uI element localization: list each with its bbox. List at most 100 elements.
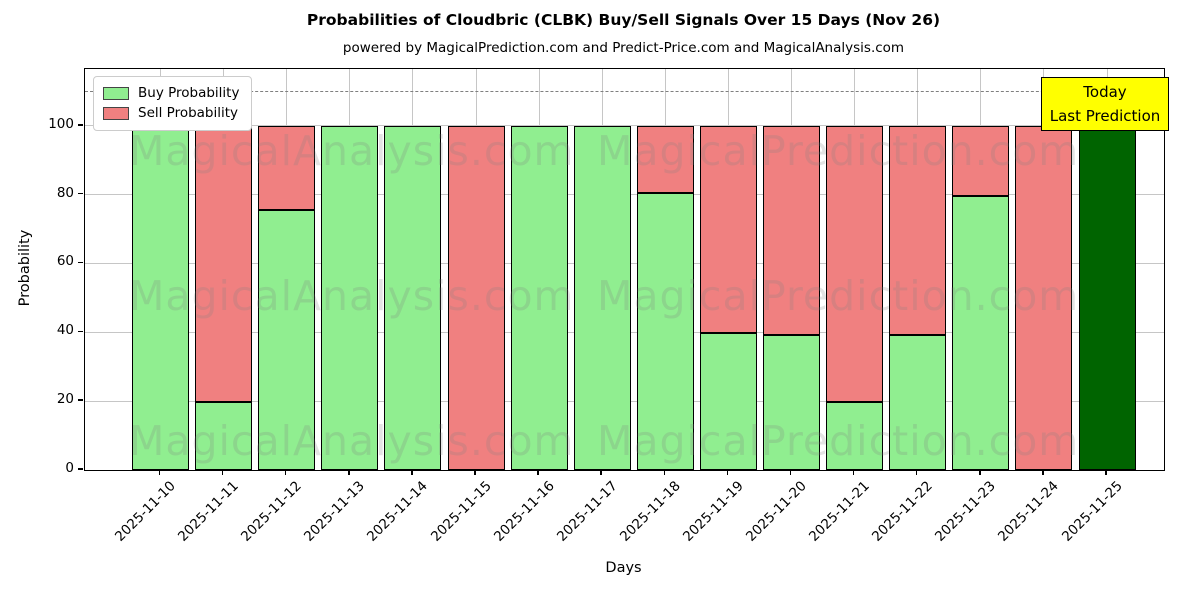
sell-segment bbox=[258, 125, 316, 210]
buy-segment bbox=[952, 196, 1010, 470]
buy-segment bbox=[636, 193, 694, 470]
bar-2025-11-24 bbox=[1015, 69, 1073, 470]
x-tick-mark bbox=[1042, 470, 1044, 475]
buy-segment bbox=[573, 125, 631, 470]
x-tick-mark bbox=[1105, 470, 1107, 475]
y-tick-label: 20 bbox=[56, 391, 74, 408]
buy-segment bbox=[510, 125, 568, 470]
bar-2025-11-21 bbox=[826, 69, 884, 470]
legend-label-sell: Sell Probability bbox=[138, 104, 239, 121]
x-tick-label: 2025-11-22 bbox=[869, 478, 937, 545]
x-tick-label: 2025-11-23 bbox=[932, 478, 1000, 545]
x-tick-mark bbox=[789, 470, 792, 475]
y-tick-mark bbox=[78, 468, 83, 470]
x-tick-label: 2025-11-19 bbox=[679, 478, 747, 545]
x-tick-mark bbox=[348, 470, 350, 475]
x-tick-mark bbox=[915, 470, 918, 475]
dashed-threshold-line bbox=[85, 91, 1164, 93]
bar-2025-11-23 bbox=[952, 69, 1010, 470]
watermark-text: MagicalPrediction.com bbox=[597, 127, 1080, 175]
buy-segment bbox=[321, 125, 379, 470]
x-tick-mark bbox=[411, 470, 413, 475]
x-tick-label: 2025-11-24 bbox=[995, 478, 1063, 545]
x-tick-mark bbox=[979, 470, 981, 475]
y-tick-label: 100 bbox=[48, 115, 74, 132]
y-tick-label: 40 bbox=[56, 322, 74, 339]
x-tick-mark bbox=[852, 470, 855, 475]
x-tick-label: 2025-11-11 bbox=[175, 478, 242, 545]
y-tick-label: 80 bbox=[56, 184, 74, 201]
x-tick-mark bbox=[600, 470, 602, 475]
legend: Buy Probability Sell Probability bbox=[93, 76, 253, 131]
sell-segment bbox=[1015, 125, 1073, 470]
x-tick-label: 2025-11-17 bbox=[553, 478, 621, 545]
x-tick-label: 2025-11-10 bbox=[112, 478, 179, 545]
x-tick-label: 2025-11-25 bbox=[1058, 478, 1126, 545]
y-tick-mark bbox=[78, 330, 83, 333]
watermark-text: MagicalAnalysis.com bbox=[129, 272, 575, 320]
x-tick-label: 2025-11-15 bbox=[427, 478, 495, 545]
today-annotation-line1: Today bbox=[1083, 83, 1127, 101]
x-tick-mark bbox=[474, 470, 476, 475]
x-tick-label: 2025-11-12 bbox=[238, 478, 306, 545]
y-tick-mark bbox=[78, 192, 83, 195]
buy-segment bbox=[258, 209, 316, 470]
buy-segment bbox=[132, 125, 189, 470]
y-tick-label: 60 bbox=[56, 253, 74, 270]
y-tick-mark bbox=[78, 261, 83, 264]
x-tick-mark bbox=[663, 470, 666, 475]
buy-segment bbox=[1078, 125, 1136, 470]
x-axis-label: Days bbox=[605, 560, 642, 576]
bar-2025-11-14 bbox=[384, 69, 442, 470]
buy-segment bbox=[384, 125, 442, 470]
watermark-text: MagicalAnalysis.com bbox=[129, 417, 575, 465]
buy-segment bbox=[699, 333, 757, 470]
buy-segment bbox=[763, 335, 820, 470]
sell-segment bbox=[447, 125, 505, 470]
sell-segment bbox=[195, 125, 253, 403]
bar-2025-11-20 bbox=[763, 69, 820, 470]
y-tick-mark bbox=[78, 124, 83, 126]
bar-2025-11-22 bbox=[889, 69, 947, 470]
x-tick-mark bbox=[537, 470, 539, 475]
legend-item-sell: Sell Probability bbox=[103, 104, 239, 121]
bar-2025-11-25 bbox=[1078, 69, 1136, 470]
sell-segment bbox=[952, 125, 1010, 196]
bar-2025-11-16 bbox=[510, 69, 568, 470]
buy-swatch-icon bbox=[103, 87, 129, 101]
sell-segment bbox=[826, 125, 884, 402]
buy-segment bbox=[195, 402, 253, 470]
y-tick-mark bbox=[78, 399, 83, 401]
bar-2025-11-19 bbox=[699, 69, 757, 470]
x-tick-label: 2025-11-13 bbox=[301, 478, 369, 545]
chart-subtitle: powered by MagicalPrediction.com and Pre… bbox=[342, 40, 905, 56]
x-tick-mark bbox=[158, 470, 161, 475]
x-tick-label: 2025-11-16 bbox=[490, 478, 558, 545]
watermark-text: MagicalPrediction.com bbox=[597, 417, 1080, 465]
y-axis-label: Probability bbox=[17, 229, 33, 307]
buy-segment bbox=[826, 401, 884, 470]
chart-title: Probabilities of Cloudbric (CLBK) Buy/Se… bbox=[306, 11, 941, 29]
sell-segment bbox=[636, 125, 694, 194]
x-tick-mark bbox=[221, 470, 224, 475]
buy-segment bbox=[889, 335, 947, 470]
sell-segment bbox=[889, 125, 947, 336]
bar-2025-11-12 bbox=[258, 69, 316, 470]
watermark-text: MagicalAnalysis.com bbox=[129, 127, 575, 175]
sell-segment bbox=[699, 125, 757, 334]
x-tick-label: 2025-11-14 bbox=[364, 478, 432, 545]
y-tick-label: 0 bbox=[65, 460, 74, 476]
x-tick-label: 2025-11-20 bbox=[743, 478, 810, 545]
bar-2025-11-11 bbox=[195, 69, 253, 470]
legend-item-buy: Buy Probability bbox=[103, 86, 239, 101]
x-tick-label: 2025-11-18 bbox=[616, 478, 684, 545]
watermark-text: MagicalPrediction.com bbox=[597, 272, 1080, 320]
bar-2025-11-15 bbox=[447, 69, 505, 470]
bar-2025-11-18 bbox=[636, 69, 694, 470]
x-tick-mark bbox=[284, 470, 287, 475]
bar-2025-11-13 bbox=[321, 69, 379, 470]
bar-2025-11-10 bbox=[132, 69, 189, 470]
x-tick-mark bbox=[726, 470, 729, 475]
today-annotation: Today Last Prediction bbox=[1041, 77, 1169, 131]
